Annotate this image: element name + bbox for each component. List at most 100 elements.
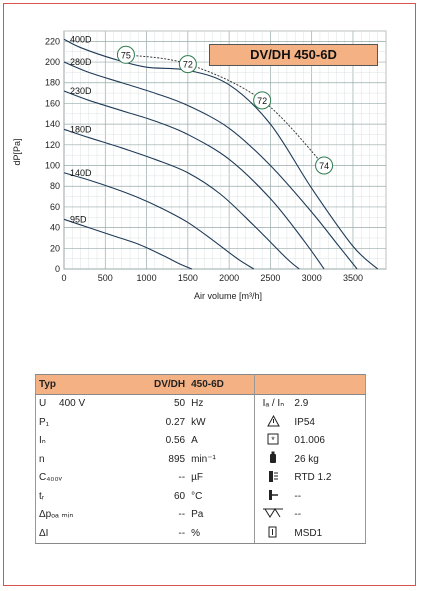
x-tick-label: 2500 [260, 273, 280, 283]
row-right-value: RTD 1.2 [291, 468, 367, 487]
row-right-value: 01.006 [291, 431, 367, 450]
table-row: ΔI --% MSD1 [35, 524, 367, 544]
table-row: U 400 V 50 Hz Iₐ / Iₙ 2.9 [35, 394, 367, 413]
row-label: Iₙ [35, 431, 125, 450]
chart-title: DV/DH 450-6D [209, 44, 378, 66]
row-unit: Hz [188, 394, 256, 413]
efficiency-label: 74 [319, 161, 329, 171]
y-tick-label: 200 [45, 57, 60, 67]
row-value: 0.56 [165, 435, 186, 447]
header-model: 450-6D [188, 374, 256, 395]
y-tick-label: 80 [50, 181, 60, 191]
table-row: C₄₀₀ᵥ -- µF RTD 1.2 [35, 468, 367, 487]
y-tick-label: 140 [45, 119, 60, 129]
row-value: 60 [173, 490, 186, 502]
row-label: ΔI [35, 524, 125, 544]
row-label: Δpₒₐ ₘᵢₙ [35, 505, 125, 524]
plot-area [63, 30, 387, 270]
x-tick-label: 1000 [137, 273, 157, 283]
fan-curve-180D [63, 128, 300, 270]
row-right-value: IP54 [291, 413, 367, 432]
row-right-value: 2.9 [291, 394, 367, 413]
efficiency-marker [178, 55, 197, 74]
current-ratio-icon: Iₐ / Iₙ [254, 394, 292, 413]
header-typ: Typ [35, 374, 125, 395]
curve-label-230D: 230D [70, 86, 92, 96]
efficiency-label: 72 [257, 96, 267, 106]
wiring-diagram-icon: * [254, 431, 292, 450]
row-value: 50 [173, 398, 186, 410]
x-tick-label: 3000 [302, 273, 322, 283]
row-label-text: Iₙ [39, 435, 46, 447]
row-label: C₄₀₀ᵥ [35, 468, 125, 487]
efficiency-marker [253, 91, 272, 110]
row-label-text: n [39, 453, 45, 465]
x-tick-label: 1500 [178, 273, 198, 283]
y-tick-label: 100 [45, 161, 60, 171]
row-value: 895 [168, 453, 186, 465]
x-tick-label: 500 [98, 273, 113, 283]
row-unit: °C [188, 487, 256, 506]
row-label: tᵣ [35, 487, 125, 506]
y-tick-label: 180 [45, 78, 60, 88]
row-value: -- [178, 472, 186, 484]
row-value: -- [125, 524, 189, 544]
row-label-text: P₁ [39, 416, 50, 428]
row-value: -- [178, 509, 186, 521]
chart-axes: 0 500 1000 1500 2000 2500 3000 3500 0 20 40 60 80 100… [45, 36, 363, 283]
page-frame [3, 3, 416, 586]
header-right [254, 374, 366, 395]
fan-curve-230D [63, 90, 325, 270]
curve-label-400D: 400D [70, 34, 92, 44]
row-right-value: 26 kg [291, 450, 367, 469]
chart-curves: 400D 280D 230D 180D 140D 95D 75 72 72 74 [63, 34, 379, 270]
y-tick-label: 40 [50, 223, 60, 233]
table-row: Iₙ 0.56 A * 01.006 [35, 431, 367, 450]
table-row: tᵣ 60 °C -- [35, 487, 367, 506]
efficiency-line [125, 54, 325, 166]
table-header: Typ DV/DH 450-6D [35, 374, 366, 395]
weight-icon [254, 450, 292, 469]
warning-triangle-icon [254, 413, 292, 432]
y-axis-label: dP[Pa] [12, 138, 22, 165]
table-row: P₁ 0.27 kW IP54 [35, 413, 367, 432]
header-series: DV/DH [125, 374, 189, 395]
fan-curve-400D [63, 38, 379, 270]
row-label-text: tᵣ [39, 490, 45, 502]
svg-text:*: * [272, 435, 276, 445]
x-tick-label: 2000 [219, 273, 239, 283]
row-label-text: U [39, 398, 47, 410]
table-row: Δpₒₐ ₘᵢₙ -- Pa -- [35, 505, 367, 524]
row-right-value: -- [291, 505, 367, 524]
row-value: 0.27 [165, 416, 186, 428]
spec-table: Typ DV/DH 450-6D U 400 V 50 Hz Iₐ / Iₙ 2.9 P₁ 0.2… [35, 374, 367, 544]
row-unit: % [188, 524, 256, 544]
row-label-text: C₄₀₀ᵥ [39, 472, 62, 484]
chart-grid [63, 30, 387, 270]
connector-icon [254, 487, 292, 506]
row-label: n [35, 450, 125, 469]
x-tick-label: 0 [61, 273, 66, 283]
thermal-protection-icon [254, 468, 292, 487]
curve-label-180D: 180D [70, 124, 92, 134]
y-tick-label: 60 [50, 202, 60, 212]
row-label: P₁ [35, 413, 125, 432]
switch-icon [254, 524, 292, 544]
row-unit: A [188, 431, 256, 450]
fan-curve-95D [63, 218, 193, 270]
efficiency-marker [116, 45, 135, 64]
x-tick-label: 3500 [343, 273, 363, 283]
curve-label-280D: 280D [70, 57, 92, 67]
curve-label-140D: 140D [70, 168, 92, 178]
efficiency-label: 75 [121, 50, 131, 60]
filter-icon [254, 505, 292, 524]
row-label: U 400 V [35, 394, 125, 413]
row-label-extra: 400 V [56, 398, 86, 410]
efficiency-label: 72 [183, 60, 193, 70]
fan-curve-280D [63, 61, 358, 270]
table-row: n 895 min⁻¹ 26 kg [35, 450, 367, 469]
y-tick-label: 220 [45, 36, 60, 46]
y-tick-label: 160 [45, 98, 60, 108]
y-tick-label: 120 [45, 140, 60, 150]
